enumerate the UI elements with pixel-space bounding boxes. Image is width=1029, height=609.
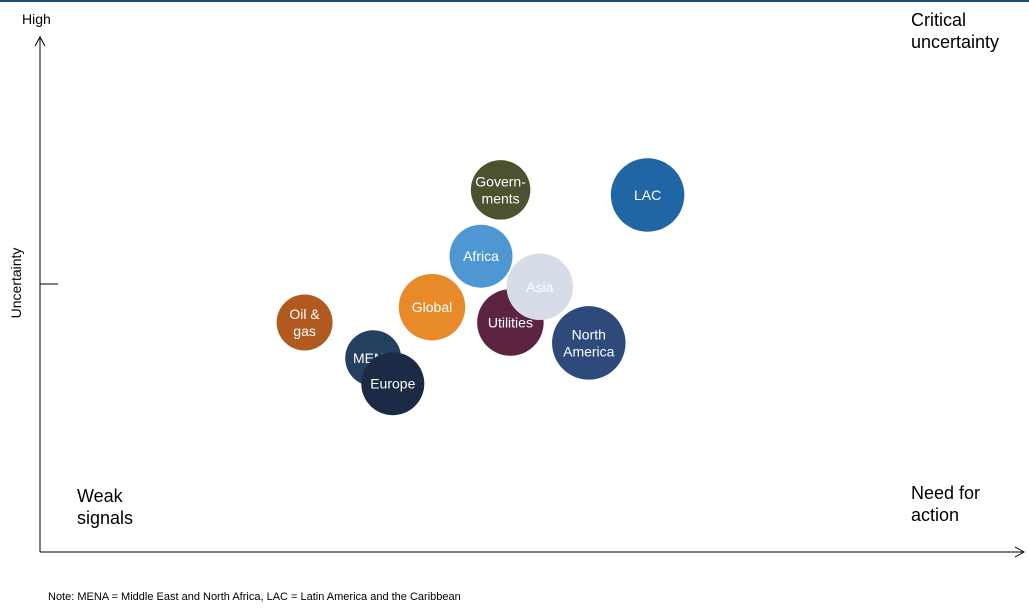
bubble-label: North America bbox=[563, 326, 615, 359]
quadrant-label-need-for-action: Need for action bbox=[911, 483, 980, 525]
bubble-label: Europe bbox=[370, 376, 415, 392]
bubble-label: Utilities bbox=[488, 315, 533, 331]
x-axis-title: Impact of issues bbox=[505, 589, 606, 590]
bubbles: Oil & gasMENAEuropeGlobalGovern-mentsAfri… bbox=[276, 158, 685, 416]
bubble-chart: Oil & gasMENAEuropeGlobalGovern-mentsAfri… bbox=[8, 10, 1026, 590]
x-axis-arrow bbox=[1014, 546, 1026, 558]
bubble bbox=[506, 253, 574, 321]
bubble bbox=[398, 273, 466, 341]
bubble-label: Africa bbox=[463, 248, 499, 264]
bubble-label: Oil & gas bbox=[289, 306, 320, 339]
y-axis-title: Uncertainty bbox=[8, 248, 24, 319]
top-rule bbox=[0, 0, 1029, 2]
bubble bbox=[276, 294, 333, 351]
bubble-label: Govern-ments bbox=[475, 173, 526, 206]
axis-labels: High Low High Impact of issues Uncertainty Cr… bbox=[8, 10, 1012, 590]
bubble-label: Asia bbox=[526, 279, 553, 295]
bubble bbox=[470, 160, 531, 220]
bubble-label: Global bbox=[412, 299, 452, 315]
x-axis-low-label: Low bbox=[22, 589, 49, 590]
axes bbox=[34, 35, 1026, 558]
bubble bbox=[449, 224, 513, 288]
footnote: Note: MENA = Middle East and North Afric… bbox=[48, 591, 461, 603]
quadrant-label-weak-signals: Weak signals bbox=[77, 486, 133, 528]
y-axis-high-label: High bbox=[22, 11, 51, 27]
quadrant-label-critical-uncertainty: Critical uncertainty bbox=[911, 10, 999, 52]
bubble bbox=[552, 306, 626, 380]
x-axis-high-label: High bbox=[983, 589, 1012, 590]
bubble bbox=[610, 158, 685, 232]
bubble bbox=[361, 352, 425, 416]
bubble-label: LAC bbox=[634, 187, 661, 203]
y-axis-arrow bbox=[34, 35, 46, 47]
